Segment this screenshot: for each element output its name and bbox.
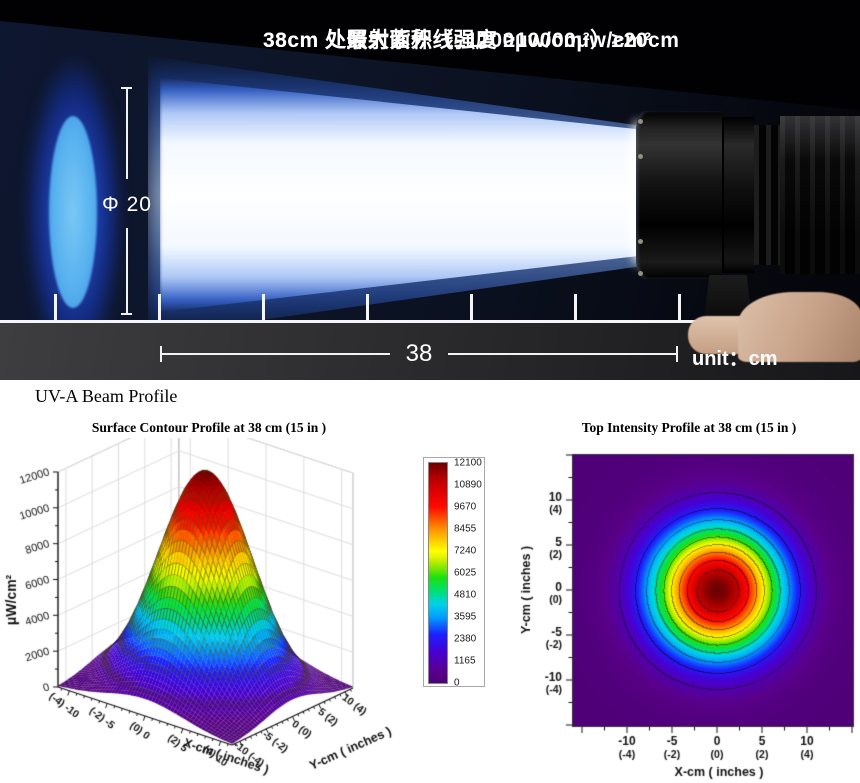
legend-value: 4810 [454, 589, 477, 601]
dimension-line-left [162, 353, 390, 355]
uv-spot-core [49, 116, 97, 308]
legend-value: 1165 [454, 655, 476, 667]
dimension-right-cap [676, 346, 678, 362]
legend-value: 8455 [454, 523, 477, 535]
ruler-line [0, 320, 860, 323]
phi-measure-line-top [126, 88, 128, 179]
ruler-tick [262, 294, 265, 321]
distance-label: 38 [405, 340, 433, 367]
ruler-tick [678, 294, 681, 321]
top-intensity-heatmap [518, 438, 860, 783]
legend-value: 10890 [454, 479, 482, 491]
section-title: UV-A Beam Profile [35, 386, 178, 406]
flashlight-screw [638, 119, 643, 124]
legend-value: 6025 [454, 567, 477, 579]
charts-section: UV-A Beam Profile Surface Contour Profil… [0, 380, 860, 783]
spec-line-1: 38cm 处最大紫外线强度 ≥10000μw/cm² [263, 29, 652, 52]
ruler-tick [470, 294, 473, 321]
color-scale-gradient-bar [428, 462, 448, 684]
flashlight-bezel [636, 111, 724, 279]
surface-chart-title: Surface Contour Profile at 38 cm (15 in … [91, 420, 327, 435]
ruler-tick [158, 294, 161, 321]
flashlight-screw [638, 239, 643, 244]
legend-value: 12100 [454, 457, 482, 469]
flashlight-screw [638, 271, 643, 276]
spec-line-2: 38cm 处照射面积（≥1200μw/cm²）≥20cm [263, 29, 680, 52]
legend-value: 2380 [454, 633, 477, 645]
flashlight [630, 105, 860, 345]
beam-diameter-label: Φ 20 [102, 193, 152, 216]
flashlight-barrel [780, 116, 860, 274]
ruler-tick [54, 294, 57, 321]
flashlight-screw [638, 154, 643, 159]
legend-value: 7240 [454, 545, 477, 557]
ruler-tick [366, 294, 369, 321]
legend-value: 3595 [454, 611, 477, 623]
beam-cone [160, 78, 640, 312]
phi-measure-bottom-cap [121, 313, 132, 315]
dimension-left-cap [160, 346, 162, 362]
flashlight-neck [754, 125, 780, 265]
dimension-line-right [448, 353, 676, 355]
ruler-tick [574, 294, 577, 321]
legend-value: 0 [454, 677, 460, 689]
legend-value: 9670 [454, 501, 477, 513]
phi-measure-line-bottom [126, 228, 128, 314]
hero-banner: 38cm 处最大紫外线强度 ≥10000μw/cm² 38cm 处照射面积（≥1… [0, 0, 860, 380]
flashlight-ring [722, 117, 754, 273]
surface-contour-chart [0, 438, 418, 783]
unit-label: unit：cm [692, 348, 778, 370]
intensity-chart-title: Top Intensity Profile at 38 cm (15 in ) [581, 420, 797, 435]
hand [738, 292, 860, 362]
color-scale-legend: 12100 10890 9670 8455 7240 6025 4810 3595 2380 11… [423, 457, 485, 689]
